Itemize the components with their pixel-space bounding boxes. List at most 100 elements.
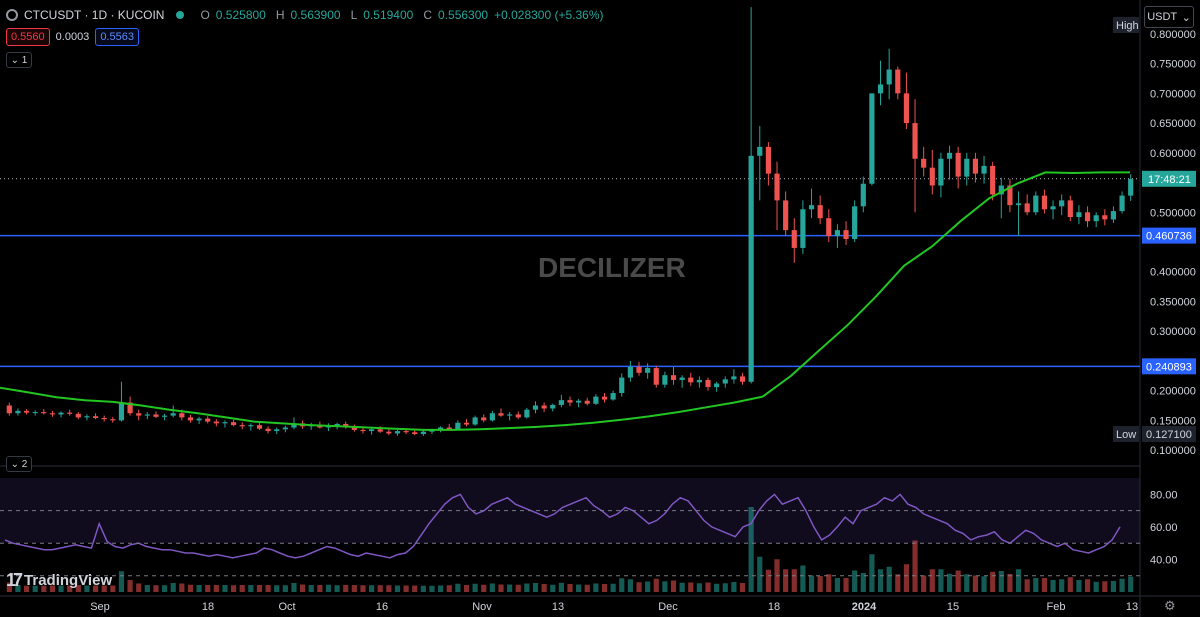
candle-body — [550, 404, 556, 409]
volume-bar — [248, 585, 254, 592]
volume-bars — [6, 507, 1134, 592]
volume-bar — [662, 581, 668, 592]
currency-select[interactable]: USDT ⌄ — [1144, 6, 1194, 28]
candle-body — [256, 425, 263, 429]
volume-bar — [619, 578, 625, 592]
candle-body — [170, 413, 176, 416]
price-tick-label: 0.500000 — [1150, 207, 1196, 219]
candle-body — [731, 376, 737, 380]
volume-bar — [636, 582, 642, 592]
candle-body — [964, 158, 970, 177]
volume-bar — [921, 575, 927, 592]
volume-bar — [438, 585, 444, 592]
volume-bar — [541, 584, 547, 592]
candle-body — [32, 412, 38, 414]
candle-body — [498, 413, 504, 416]
candle-body — [369, 429, 375, 432]
volume-bar — [1102, 581, 1108, 592]
candle-body — [472, 417, 478, 425]
candle-body — [1119, 195, 1125, 212]
candle-body — [463, 422, 470, 425]
low-price-badge — [1142, 425, 1196, 442]
tradingview-logo[interactable]: 17 TradingView — [6, 570, 112, 591]
candle-body — [938, 158, 944, 186]
volume-bar — [1119, 578, 1125, 592]
candle-body — [688, 377, 694, 383]
symbol-title[interactable]: CTCUSDT · 1D · KUCOIN — [24, 8, 165, 22]
brand-label: TradingView — [24, 572, 113, 589]
pane1-toggle[interactable]: ⌄ 1 — [6, 52, 32, 68]
volume-bar — [860, 573, 866, 592]
candle-body — [101, 418, 107, 420]
volume-bar — [515, 584, 521, 592]
candle-body — [1007, 185, 1013, 206]
moving-average-line — [0, 171, 1130, 431]
time-tick-label: Sep — [90, 601, 110, 613]
high-badge — [1113, 17, 1139, 33]
candle-body — [670, 375, 677, 380]
volume-bar — [834, 578, 840, 592]
volume-bar — [118, 571, 125, 592]
volume-bar — [300, 584, 306, 592]
candle-body — [714, 383, 720, 388]
candle-body — [636, 366, 642, 373]
volume-bar — [75, 585, 81, 592]
candle-body — [394, 431, 401, 434]
candle-body — [49, 413, 56, 415]
candle-body — [282, 427, 288, 430]
candle-body — [748, 155, 754, 382]
candle-body — [455, 422, 461, 430]
candle-body — [903, 93, 909, 124]
candle-body — [610, 393, 616, 400]
volume-bar — [748, 507, 754, 592]
pane2-toggle[interactable]: ⌄ 2 — [6, 456, 32, 472]
volume-bar — [964, 574, 970, 592]
candle-body — [998, 185, 1004, 195]
current-price-badge — [1142, 170, 1196, 187]
volume-bar — [343, 585, 349, 592]
candle-body — [187, 417, 194, 421]
time-tick-label: 13 — [1126, 601, 1138, 613]
candle-body — [1024, 203, 1030, 213]
candle-body — [834, 230, 840, 237]
rsi-levels — [0, 510, 1140, 577]
candle-body — [351, 426, 357, 430]
volume-bar — [239, 585, 245, 592]
sell-button[interactable]: 0.5560 — [6, 28, 50, 46]
current-price-countdown: 17:48:21 — [1148, 174, 1191, 186]
candle-body — [15, 410, 21, 414]
volume-bar — [714, 583, 720, 592]
volume-bar — [213, 585, 219, 592]
time-tick-label: 13 — [552, 601, 564, 613]
time-tick-label: Oct — [278, 601, 295, 613]
volume-bar — [110, 585, 116, 592]
price-tick-label: 0.800000 — [1150, 29, 1196, 41]
volume-bar — [1033, 578, 1039, 592]
candle-body — [576, 400, 582, 403]
candle-body — [981, 165, 987, 174]
volume-bar — [895, 574, 901, 592]
candle-body — [1102, 215, 1108, 220]
gear-icon[interactable]: ⚙ — [1164, 598, 1176, 613]
low-badge — [1113, 425, 1139, 442]
time-tick-label: Nov — [472, 601, 492, 613]
market-status-icon — [176, 11, 185, 19]
candle-body — [852, 206, 858, 240]
volume-bar — [912, 540, 918, 592]
volume-bar — [998, 571, 1004, 592]
candle-body — [783, 200, 789, 231]
pane1-toggle-label: 1 — [21, 54, 28, 66]
candle-body — [136, 413, 142, 416]
candle-body — [705, 379, 711, 388]
candle-body — [377, 429, 383, 432]
buy-button[interactable]: 0.5563 — [95, 28, 139, 46]
candle-body — [265, 428, 271, 432]
time-tick-label: 18 — [202, 601, 214, 613]
volume-bar — [144, 585, 150, 592]
price-tick-label: 0.150000 — [1150, 415, 1196, 427]
volume-bar — [369, 585, 375, 592]
volume-bar — [558, 582, 564, 592]
volume-bar — [679, 582, 685, 592]
close-value: 0.556300 — [438, 8, 489, 22]
